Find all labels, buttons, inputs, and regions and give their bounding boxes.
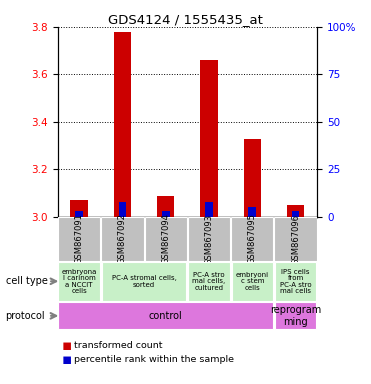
Bar <box>244 139 261 217</box>
Text: embryona
l carinom
a NCCIT
cells: embryona l carinom a NCCIT cells <box>62 268 97 294</box>
Bar <box>102 262 187 301</box>
Text: embryoni
c stem
cells: embryoni c stem cells <box>236 272 269 291</box>
Text: GSM867096: GSM867096 <box>291 214 300 265</box>
Bar <box>188 217 230 261</box>
Text: GDS4124 / 1555435_at: GDS4124 / 1555435_at <box>108 13 263 26</box>
Bar <box>275 302 316 329</box>
Text: GSM867094: GSM867094 <box>161 214 170 265</box>
Bar <box>58 302 273 329</box>
Bar <box>275 217 317 261</box>
Bar <box>119 202 126 217</box>
Bar <box>292 211 299 217</box>
Bar <box>75 211 83 217</box>
Bar <box>232 262 273 301</box>
Text: GSM867091: GSM867091 <box>75 214 83 265</box>
Bar <box>162 211 170 217</box>
Text: ▪: ▪ <box>61 351 72 367</box>
Bar <box>287 205 304 217</box>
Bar <box>188 262 230 301</box>
Text: PC-A stro
mal cells,
cultured: PC-A stro mal cells, cultured <box>193 272 226 291</box>
Bar <box>231 217 273 261</box>
Bar <box>58 262 100 301</box>
Bar <box>157 195 174 217</box>
Text: cell type: cell type <box>6 276 47 286</box>
Text: GSM867092: GSM867092 <box>118 214 127 265</box>
Text: transformed count: transformed count <box>74 341 163 350</box>
Text: protocol: protocol <box>6 311 45 321</box>
Bar <box>205 202 213 217</box>
Bar <box>249 207 256 217</box>
Text: GSM867095: GSM867095 <box>248 214 257 265</box>
Bar <box>101 217 144 261</box>
Text: PC-A stromal cells,
sorted: PC-A stromal cells, sorted <box>112 275 177 288</box>
Text: ▪: ▪ <box>61 338 72 353</box>
Bar <box>114 31 131 217</box>
Text: reprogram
ming: reprogram ming <box>270 305 321 327</box>
Bar <box>58 217 100 261</box>
Bar <box>70 200 88 217</box>
Bar <box>145 217 187 261</box>
Text: GSM867093: GSM867093 <box>204 214 213 265</box>
Text: percentile rank within the sample: percentile rank within the sample <box>74 354 234 364</box>
Bar <box>275 262 316 301</box>
Text: control: control <box>149 311 183 321</box>
Text: IPS cells
from
PC-A stro
mal cells: IPS cells from PC-A stro mal cells <box>280 268 311 294</box>
Bar <box>200 60 218 217</box>
